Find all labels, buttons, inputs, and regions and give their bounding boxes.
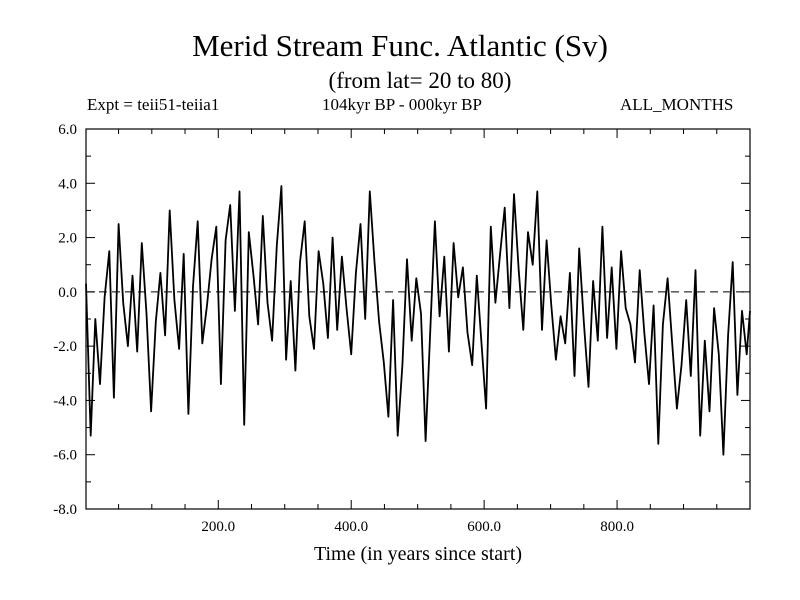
months-label: ALL_MONTHS — [620, 95, 734, 114]
y-tick-label: -8.0 — [53, 502, 77, 518]
y-tick-label: 6.0 — [58, 122, 77, 138]
chart-subtitle: (from lat= 20 to 80) — [328, 68, 512, 93]
x-tick-label: 200.0 — [201, 519, 235, 535]
period-label: 104kyr BP - 000kyr BP — [322, 95, 482, 114]
y-tick-label: -4.0 — [53, 393, 77, 409]
experiment-label: Expt = teii51-teiia1 — [87, 95, 220, 114]
x-tick-label: 600.0 — [467, 519, 501, 535]
y-tick-label: 0.0 — [58, 285, 77, 301]
x-tick-label: 400.0 — [334, 519, 368, 535]
chart-title: Merid Stream Func. Atlantic (Sv) — [192, 28, 608, 63]
y-tick-label: -6.0 — [53, 448, 77, 464]
x-tick-label: 800.0 — [600, 519, 634, 535]
tick-labels: -8.0 -6.0 -4.0 -2.0 0.0 2.0 4.0 6.0 200.0 400.0 60… — [53, 122, 634, 535]
x-axis-label: Time (in years since start) — [314, 543, 522, 565]
series-line — [85, 185, 751, 456]
y-tick-label: 2.0 — [58, 231, 77, 247]
y-tick-label: 4.0 — [58, 176, 77, 192]
y-tick-label: -2.0 — [53, 339, 77, 355]
